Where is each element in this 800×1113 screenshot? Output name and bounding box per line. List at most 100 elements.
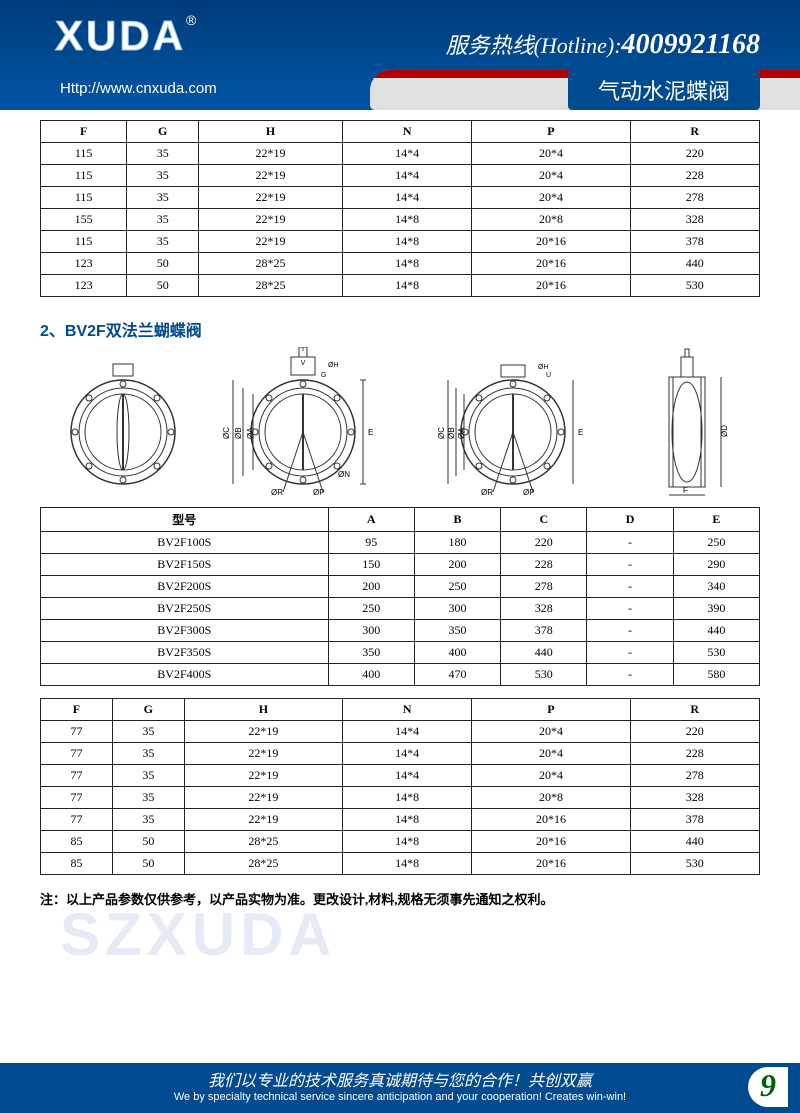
product-tag: 气动水泥蝶阀 [568, 70, 760, 110]
table-row: 773522*1914*420*4228 [41, 743, 760, 765]
hotline: 服务热线(Hotline):4009921168 [446, 28, 760, 61]
table-cell: 14*4 [342, 187, 471, 209]
table-cell: 278 [630, 765, 759, 787]
col-header: G [127, 121, 199, 143]
valve-diagram-3: ØC ØB ØA E ØR ØP ØHU [438, 347, 608, 497]
col-header: F [41, 121, 127, 143]
col-header: H [184, 699, 342, 721]
table-cell: 35 [112, 765, 184, 787]
table-cell: 300 [328, 620, 414, 642]
table-cell: 35 [112, 787, 184, 809]
svg-text:ØH: ØH [538, 364, 549, 371]
table-cell: 22*19 [199, 209, 343, 231]
col-header: N [342, 699, 471, 721]
svg-text:E: E [368, 428, 373, 437]
table-cell: 20*8 [472, 209, 630, 231]
svg-text:ØP: ØP [313, 488, 325, 497]
svg-text:ØB: ØB [234, 427, 243, 439]
svg-text:ØC: ØC [438, 427, 446, 439]
table-cell: 95 [328, 532, 414, 554]
table-cell: - [587, 598, 673, 620]
table-cell: 328 [630, 787, 759, 809]
col-header: P [472, 121, 630, 143]
table-cell: 22*19 [199, 143, 343, 165]
table-cell: 340 [673, 576, 759, 598]
svg-text:T: T [300, 347, 305, 353]
table-cell: 50 [112, 853, 184, 875]
table-cell: 14*4 [342, 143, 471, 165]
table-cell: BV2F100S [41, 532, 329, 554]
technical-diagrams: T V E ØC ØB ØA ØR ØP ØN ØH G ØC ØB ØA E … [40, 347, 760, 497]
table-cell: 155 [41, 209, 127, 231]
table-cell: 20*16 [472, 809, 630, 831]
table-cell: 530 [673, 642, 759, 664]
table-row: 773522*1914*820*16378 [41, 809, 760, 831]
spec-table-1: FGHNPR 1153522*1914*420*42201153522*1914… [40, 120, 760, 297]
svg-text:ØP: ØP [523, 488, 535, 497]
svg-text:V: V [300, 360, 305, 367]
svg-text:U: U [546, 372, 551, 379]
svg-text:ØN: ØN [338, 470, 350, 479]
svg-text:ØH: ØH [328, 362, 339, 369]
page-number: 9 [748, 1067, 788, 1107]
table-cell: 350 [328, 642, 414, 664]
table-row: BV2F400S400470530-580 [41, 664, 760, 686]
table-cell: 77 [41, 809, 113, 831]
table-cell: 378 [630, 809, 759, 831]
table-cell: 35 [127, 231, 199, 253]
table-header-row: FGHNPR [41, 699, 760, 721]
table-cell: 470 [414, 664, 500, 686]
table-header-row: FGHNPR [41, 121, 760, 143]
svg-text:ØA: ØA [246, 427, 255, 439]
table-row: 1153522*1914*820*16378 [41, 231, 760, 253]
table-cell: 35 [127, 165, 199, 187]
hotline-number: 4009921168 [622, 29, 760, 60]
table-cell: 115 [41, 231, 127, 253]
table-row: 1553522*1914*820*8328 [41, 209, 760, 231]
col-header: P [472, 699, 630, 721]
spec-table-3: FGHNPR 773522*1914*420*4220773522*1914*4… [40, 698, 760, 875]
table-row: 1153522*1914*420*4220 [41, 143, 760, 165]
table-cell: 220 [501, 532, 587, 554]
table-cell: 440 [630, 831, 759, 853]
table-cell: 85 [41, 831, 113, 853]
svg-text:ØC: ØC [223, 427, 231, 439]
table-cell: 85 [41, 853, 113, 875]
table-row: 1235028*2514*820*16530 [41, 275, 760, 297]
svg-text:E: E [578, 428, 583, 437]
table-cell: 20*16 [472, 853, 630, 875]
table-cell: 22*19 [184, 765, 342, 787]
table-cell: 400 [414, 642, 500, 664]
table-cell: BV2F250S [41, 598, 329, 620]
table-cell: 28*25 [199, 253, 343, 275]
table-cell: 28*25 [184, 853, 342, 875]
table-cell: 220 [630, 721, 759, 743]
table-row: BV2F200S200250278-340 [41, 576, 760, 598]
table-cell: 22*19 [184, 721, 342, 743]
valve-diagram-4: ØD F [643, 347, 743, 497]
table-cell: 22*19 [199, 231, 343, 253]
table-cell: - [587, 664, 673, 686]
table-row: BV2F250S250300328-390 [41, 598, 760, 620]
col-header: R [630, 121, 759, 143]
footer-slogan-cn: 我们以专业的技术服务真诚期待与您的合作！共创双赢 [0, 1067, 800, 1091]
table-cell: - [587, 642, 673, 664]
table-cell: 228 [501, 554, 587, 576]
table-cell: BV2F350S [41, 642, 329, 664]
table-cell: 20*4 [472, 743, 630, 765]
table-cell: 35 [127, 143, 199, 165]
table-cell: 350 [414, 620, 500, 642]
page-header: XUDA® 服务热线(Hotline):4009921168 Http://ww… [0, 0, 800, 110]
svg-text:F: F [683, 486, 688, 495]
table-row: BV2F350S350400440-530 [41, 642, 760, 664]
table-cell: 14*8 [342, 231, 471, 253]
table-cell: BV2F150S [41, 554, 329, 576]
svg-text:G: G [321, 372, 326, 379]
table-cell: 378 [630, 231, 759, 253]
table-cell: BV2F200S [41, 576, 329, 598]
table-cell: 530 [501, 664, 587, 686]
table-row: BV2F150S150200228-290 [41, 554, 760, 576]
col-header: B [414, 508, 500, 532]
table-cell: 14*8 [342, 831, 471, 853]
table-row: 855028*2514*820*16530 [41, 853, 760, 875]
